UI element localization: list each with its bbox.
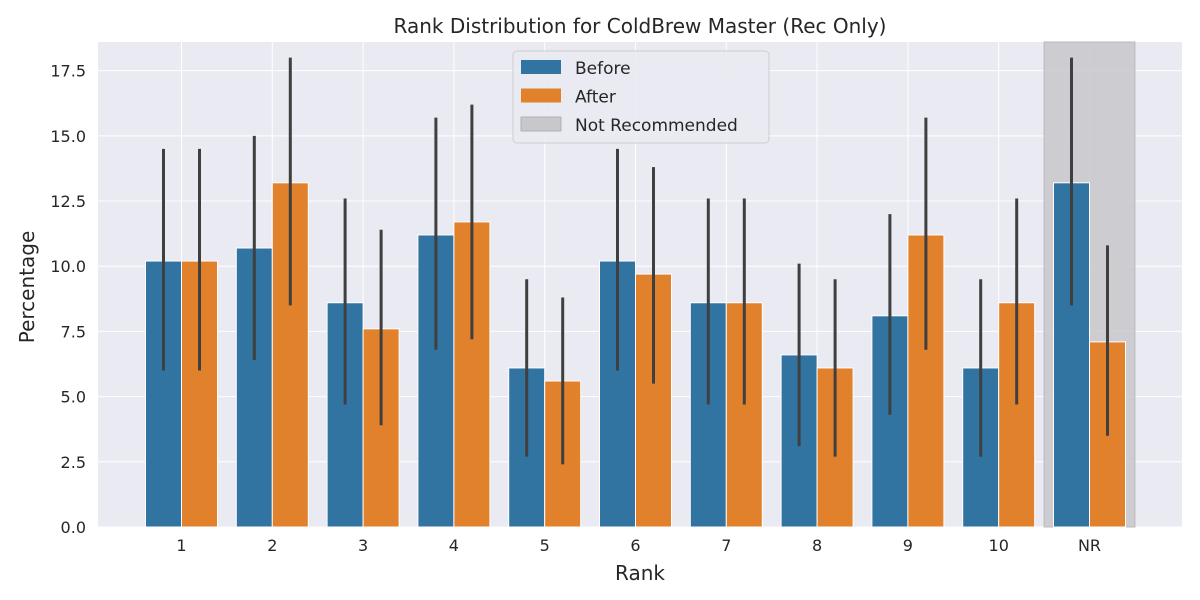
y-tick-label: 5.0	[61, 388, 86, 407]
y-axis-label: Percentage	[15, 231, 39, 344]
y-tick-label: 12.5	[50, 192, 86, 211]
bars	[145, 182, 1126, 528]
x-tick-label: NR	[1078, 536, 1101, 555]
x-tick-label: 5	[540, 536, 550, 555]
x-tick-labels: 1 2 3 4 5 6 7 8 9 10 NR	[176, 536, 1101, 555]
x-tick-label: 3	[358, 536, 368, 555]
y-tick-labels: 0.0 2.5 5.0 7.5 10.0 12.5 15.0 17.5	[50, 62, 86, 537]
y-tick-label: 10.0	[50, 257, 86, 276]
legend-label: After	[575, 88, 616, 108]
chart-title: Rank Distribution for ColdBrew Master (R…	[394, 14, 887, 38]
x-tick-label: 8	[812, 536, 822, 555]
legend-swatch	[520, 116, 562, 132]
x-tick-label: 1	[176, 536, 186, 555]
legend-label: Not Recommended	[575, 116, 738, 136]
legend-label: Before	[575, 59, 631, 79]
x-tick-label: 9	[903, 536, 913, 555]
y-tick-label: 2.5	[61, 453, 86, 472]
legend: Before After Not Recommended	[512, 50, 770, 144]
x-axis-label: Rank	[615, 561, 665, 585]
legend-swatch	[521, 88, 561, 103]
y-tick-label: 0.0	[61, 518, 86, 537]
y-tick-label: 15.0	[50, 127, 86, 146]
legend-swatch	[521, 60, 561, 74]
error-bars	[162, 57, 1109, 465]
y-tick-label: 7.5	[61, 322, 86, 341]
x-tick-label: 10	[989, 536, 1009, 555]
x-tick-label: 2	[267, 536, 277, 555]
y-tick-label: 17.5	[50, 62, 86, 81]
x-tick-label: 7	[721, 536, 731, 555]
x-tick-label: 4	[449, 536, 459, 555]
x-tick-label: 6	[630, 536, 640, 555]
legend-box	[512, 50, 770, 144]
